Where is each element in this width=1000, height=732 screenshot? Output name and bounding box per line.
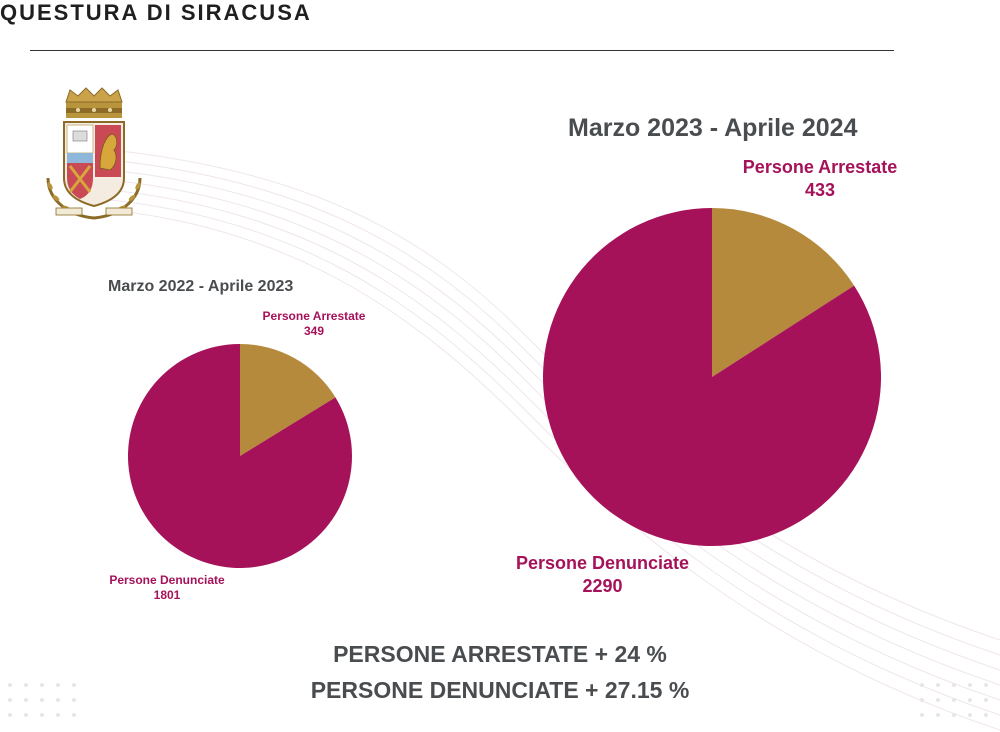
chart-title-2023-2024: Marzo 2023 - Aprile 2024 (568, 114, 858, 142)
pie-slice-denunciate-2023 (543, 208, 882, 546)
slice-value-text: 349 (303, 324, 325, 338)
summary-denunciate: PERSONE DENUNCIATE + 27.15 % (310, 677, 690, 703)
data-label-arrestate-2023: Persone Arrestate 433 (720, 156, 920, 201)
pie-slice-denunciate-2022 (128, 344, 353, 569)
pie-slice-arrestate-2022 (240, 344, 336, 456)
data-label-denunciate-2022: Persone Denunciate 1801 (92, 573, 242, 603)
slice-label-text: Persone Denunciate (515, 553, 690, 573)
pie-slice-arrestate-2023 (712, 208, 855, 377)
slice-value-text: 2290 (582, 575, 623, 596)
chart-title-2022-2023: Marzo 2022 - Aprile 2023 (108, 278, 294, 295)
data-label-arrestate-2022: Persone Arrestate 349 (244, 309, 384, 339)
data-label-denunciate-2023: Persone Denunciate 2290 (495, 552, 710, 597)
summary-arrestate: PERSONE ARRESTATE + 24 % (333, 641, 667, 667)
slice-label-text: Persone Arrestate (262, 309, 366, 323)
header-divider (30, 50, 894, 51)
slice-label-text: Persone Denunciate (109, 573, 225, 587)
slice-label-text: Persone Arrestate (742, 157, 898, 177)
page-title: QUESTURA DI SIRACUSA (0, 0, 312, 25)
slice-value-text: 1801 (153, 588, 181, 602)
polizia-di-stato-crest-icon (46, 87, 142, 220)
slice-value-text: 433 (804, 179, 836, 200)
